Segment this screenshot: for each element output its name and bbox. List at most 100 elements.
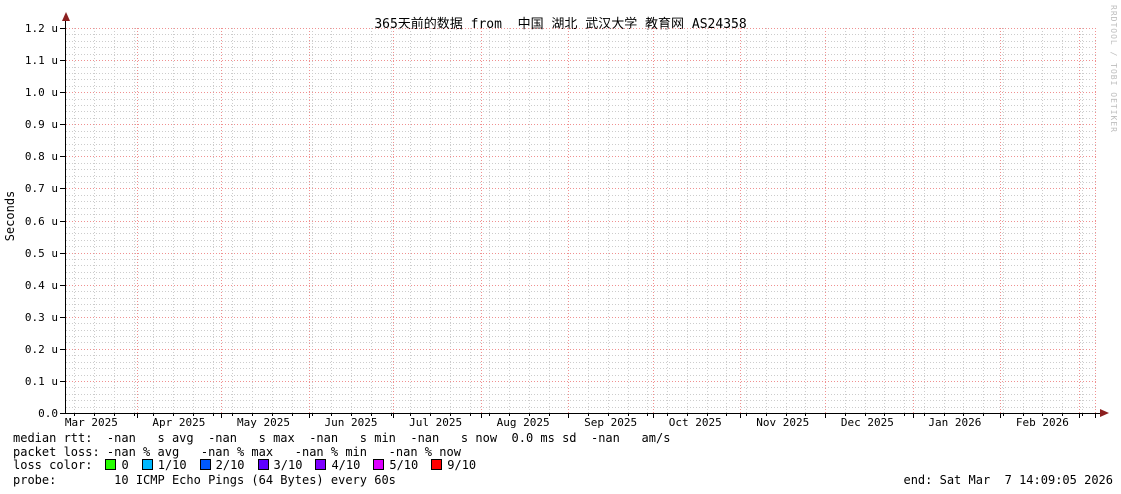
x-tick-mark-minor bbox=[1081, 414, 1083, 416]
x-tick-mark-minor bbox=[904, 414, 906, 416]
major-gridline-vertical bbox=[308, 28, 310, 413]
major-gridline-vertical bbox=[568, 28, 570, 413]
y-tick-mark bbox=[60, 252, 65, 254]
x-tick-mark-major bbox=[136, 414, 138, 418]
x-tick-mark-minor bbox=[726, 414, 728, 416]
y-tick-mark bbox=[60, 413, 65, 414]
y-tick-mark bbox=[60, 380, 65, 382]
x-tick-mark-minor bbox=[291, 414, 293, 416]
loss-color-value: 1/10 bbox=[157, 458, 187, 472]
minor-gridline-horizontal bbox=[66, 34, 1096, 36]
minor-gridline-horizontal bbox=[66, 201, 1096, 203]
x-tick-mark-minor bbox=[706, 414, 708, 416]
x-tick-mark-minor bbox=[805, 414, 807, 416]
x-tick-mark-minor bbox=[331, 414, 333, 416]
minor-gridline-horizontal bbox=[66, 310, 1096, 312]
major-gridline-horizontal bbox=[66, 220, 1096, 222]
x-tick-label: Jul 2025 bbox=[409, 416, 463, 429]
major-gridline-horizontal bbox=[66, 124, 1096, 126]
y-axis-line bbox=[65, 20, 66, 414]
y-tick-label: 1.1 u bbox=[24, 54, 58, 68]
x-tick-mark-minor bbox=[1002, 414, 1004, 416]
minor-gridline-horizontal bbox=[66, 329, 1096, 331]
x-tick-mark-minor bbox=[173, 414, 175, 416]
x-tick-mark-minor bbox=[765, 414, 767, 416]
x-tick-mark-major bbox=[308, 414, 310, 418]
minor-gridline-horizontal bbox=[66, 98, 1096, 100]
y-tick-mark bbox=[60, 28, 65, 29]
x-tick-label: May 2025 bbox=[237, 416, 291, 429]
y-tick-label: 1.0 u bbox=[24, 86, 58, 100]
minor-gridline-horizontal bbox=[66, 374, 1096, 376]
y-tick-label: 0.8 u bbox=[24, 150, 58, 164]
minor-gridline-horizontal bbox=[66, 323, 1096, 325]
x-tick-mark-minor bbox=[351, 414, 352, 416]
x-tick-label: Aug 2025 bbox=[496, 416, 550, 429]
y-tick-label: 1.2 u bbox=[24, 22, 58, 35]
minor-gridline-horizontal bbox=[66, 271, 1096, 273]
y-tick-mark bbox=[60, 220, 65, 222]
x-tick-mark-major bbox=[1079, 414, 1081, 418]
x-axis-line bbox=[65, 413, 1101, 414]
x-tick-mark-major bbox=[393, 414, 395, 418]
minor-gridline-horizontal bbox=[66, 239, 1096, 241]
minor-gridline-horizontal bbox=[66, 361, 1096, 363]
major-gridline-horizontal bbox=[66, 380, 1096, 382]
x-tick-mark-minor bbox=[627, 414, 629, 416]
median-rtt-stats-line: median rtt: -nan s avg -nan s max -nan s… bbox=[13, 431, 671, 445]
major-gridline-vertical bbox=[1095, 28, 1096, 413]
loss-color-swatch bbox=[141, 459, 153, 470]
minor-gridline-horizontal bbox=[66, 130, 1096, 132]
x-tick-mark-minor bbox=[370, 414, 372, 416]
x-tick-mark-minor bbox=[884, 414, 886, 416]
y-tick-label: 0.0 bbox=[38, 407, 58, 420]
x-tick-mark-minor bbox=[943, 414, 945, 416]
x-tick-mark-minor bbox=[864, 414, 866, 416]
minor-gridline-horizontal bbox=[66, 291, 1096, 293]
y-tick-mark bbox=[60, 92, 65, 94]
major-gridline-horizontal bbox=[66, 92, 1096, 94]
x-tick-mark-minor bbox=[1062, 414, 1064, 416]
loss-color-swatch bbox=[373, 459, 385, 470]
loss-color-value: 5/10 bbox=[389, 458, 419, 472]
x-tick-mark-minor bbox=[548, 414, 550, 416]
minor-gridline-horizontal bbox=[66, 259, 1096, 260]
x-tick-mark-minor bbox=[568, 414, 570, 416]
minor-gridline-horizontal bbox=[66, 53, 1096, 55]
x-tick-label: Jun 2025 bbox=[324, 416, 378, 429]
minor-gridline-horizontal bbox=[66, 406, 1096, 408]
minor-gridline-horizontal bbox=[66, 355, 1096, 357]
y-tick-mark bbox=[60, 284, 65, 286]
loss-color-legend: loss color: 0 1/10 2/10 3/10 4/10 5/10 9/10 bbox=[13, 459, 476, 472]
minor-gridline-horizontal bbox=[66, 111, 1096, 113]
y-tick-label: 0.7 u bbox=[24, 182, 58, 196]
x-tick-mark-minor bbox=[509, 414, 511, 416]
minor-gridline-horizontal bbox=[66, 368, 1096, 370]
minor-gridline-horizontal bbox=[66, 47, 1096, 49]
major-gridline-vertical bbox=[1000, 28, 1002, 413]
y-axis-arrow-icon bbox=[62, 12, 70, 21]
y-tick-mark bbox=[60, 156, 65, 158]
x-tick-mark-minor bbox=[1042, 414, 1044, 416]
major-gridline-vertical bbox=[221, 28, 223, 413]
major-gridline-horizontal bbox=[66, 252, 1096, 254]
major-gridline-vertical bbox=[652, 28, 654, 413]
major-gridline-horizontal bbox=[66, 156, 1096, 158]
x-tick-mark-minor bbox=[192, 414, 194, 416]
major-gridline-horizontal bbox=[66, 188, 1096, 190]
minor-gridline-horizontal bbox=[66, 265, 1096, 267]
minor-gridline-horizontal bbox=[66, 162, 1096, 164]
x-tick-mark-minor bbox=[844, 414, 846, 416]
major-gridline-horizontal bbox=[66, 28, 1096, 29]
y-tick-label: 0.6 u bbox=[24, 214, 58, 228]
x-tick-label: Dec 2025 bbox=[840, 416, 894, 429]
minor-gridline-horizontal bbox=[66, 400, 1096, 402]
x-tick-mark-minor bbox=[785, 414, 787, 416]
minor-gridline-horizontal bbox=[66, 207, 1096, 209]
loss-color-value: 0 bbox=[121, 458, 129, 472]
loss-color-value: 4/10 bbox=[331, 458, 361, 472]
loss-color-swatch bbox=[257, 459, 269, 470]
x-tick-mark-minor bbox=[430, 414, 432, 416]
x-tick-label: Nov 2025 bbox=[756, 416, 810, 429]
